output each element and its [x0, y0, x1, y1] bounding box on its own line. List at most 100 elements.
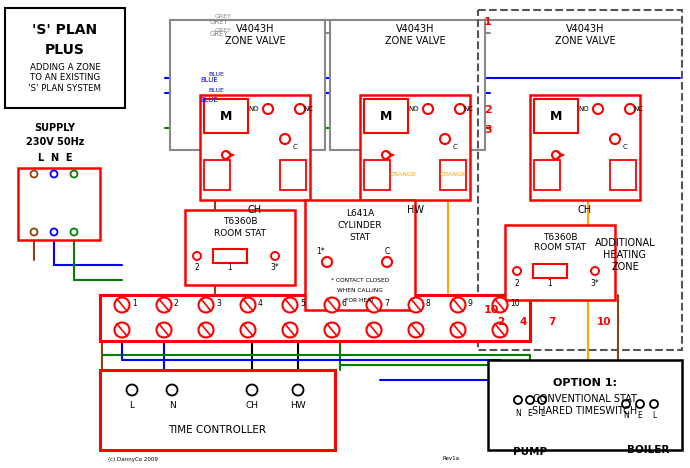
Text: SUPPLY: SUPPLY: [34, 123, 75, 133]
Text: CH: CH: [578, 205, 592, 215]
Bar: [305, 200, 415, 310]
Text: NO: NO: [579, 106, 589, 112]
Text: ADDITIONAL
HEATING
ZONE: ADDITIONAL HEATING ZONE: [595, 238, 656, 271]
Text: CONVENTIONAL STAT
SHARED TIMESWITCH: CONVENTIONAL STAT SHARED TIMESWITCH: [533, 394, 638, 416]
Circle shape: [246, 385, 257, 395]
Circle shape: [610, 134, 620, 144]
Text: 3*: 3*: [270, 263, 279, 272]
Circle shape: [70, 170, 77, 177]
Bar: [488, 360, 682, 450]
Bar: [5, 8, 125, 108]
Circle shape: [282, 298, 297, 313]
Circle shape: [295, 104, 305, 114]
Circle shape: [625, 104, 635, 114]
Text: M: M: [380, 110, 392, 123]
Text: TIME CONTROLLER: TIME CONTROLLER: [168, 425, 266, 435]
Circle shape: [157, 298, 172, 313]
Text: E: E: [638, 411, 642, 421]
Bar: [330, 20, 485, 150]
Circle shape: [538, 396, 546, 404]
Circle shape: [126, 385, 137, 395]
Circle shape: [70, 228, 77, 235]
Text: L641A: L641A: [346, 210, 374, 219]
Text: BLUE: BLUE: [208, 73, 224, 78]
Text: Rev1a: Rev1a: [443, 456, 460, 461]
Bar: [204, 99, 248, 133]
Text: 1: 1: [548, 278, 553, 287]
Circle shape: [423, 104, 433, 114]
Circle shape: [193, 252, 201, 260]
Bar: [610, 160, 636, 190]
Text: V4043H
ZONE VALVE: V4043H ZONE VALVE: [385, 24, 445, 46]
Text: * CONTACT CLOSED: * CONTACT CLOSED: [331, 278, 389, 283]
Text: 10: 10: [484, 305, 500, 315]
Circle shape: [199, 298, 213, 313]
Text: 9: 9: [468, 299, 473, 307]
Circle shape: [157, 322, 172, 337]
Bar: [170, 20, 325, 150]
Text: CYLINDER: CYLINDER: [337, 221, 382, 231]
Text: BLUE: BLUE: [200, 97, 218, 103]
Bar: [534, 160, 560, 190]
Circle shape: [451, 298, 466, 313]
Circle shape: [500, 380, 560, 440]
Text: T6360B: T6360B: [223, 218, 257, 227]
Text: 10: 10: [510, 299, 520, 307]
Text: 8: 8: [426, 299, 431, 307]
Bar: [478, 10, 682, 350]
Text: L: L: [540, 410, 544, 418]
Text: HW: HW: [290, 401, 306, 410]
Text: WHEN CALLING: WHEN CALLING: [337, 287, 383, 292]
Text: 'S' PLAN: 'S' PLAN: [32, 23, 97, 37]
Circle shape: [166, 385, 177, 395]
Circle shape: [591, 267, 599, 275]
Circle shape: [30, 228, 37, 235]
Text: GREY: GREY: [210, 19, 229, 25]
Text: M: M: [220, 110, 233, 123]
Text: C: C: [453, 144, 457, 150]
Circle shape: [526, 396, 534, 404]
Circle shape: [324, 322, 339, 337]
Circle shape: [324, 298, 339, 313]
Text: NC: NC: [633, 106, 643, 112]
Text: N: N: [168, 401, 175, 410]
Text: V4043H
ZONE VALVE: V4043H ZONE VALVE: [225, 24, 285, 46]
Bar: [364, 160, 390, 190]
Text: NO: NO: [408, 106, 420, 112]
Text: 1: 1: [228, 263, 233, 272]
Text: 5: 5: [300, 299, 305, 307]
Text: ORANGE: ORANGE: [390, 173, 417, 177]
Circle shape: [322, 257, 332, 267]
Text: 1: 1: [484, 17, 492, 27]
Bar: [204, 160, 230, 190]
Text: N: N: [623, 411, 629, 421]
Circle shape: [513, 267, 521, 275]
Text: PLUS: PLUS: [45, 43, 85, 57]
Circle shape: [650, 400, 658, 408]
Text: L  N  E: L N E: [38, 153, 72, 163]
Text: 3: 3: [216, 299, 221, 307]
Text: NC: NC: [303, 106, 313, 112]
Text: E: E: [528, 410, 533, 418]
Text: ROOM STAT: ROOM STAT: [534, 243, 586, 253]
Circle shape: [366, 298, 382, 313]
Circle shape: [514, 396, 522, 404]
Text: 3: 3: [484, 125, 491, 135]
Text: ORANGE: ORANGE: [440, 173, 466, 177]
Text: BLUE: BLUE: [208, 88, 224, 93]
Circle shape: [263, 104, 273, 114]
Text: NC: NC: [463, 106, 473, 112]
Text: 7: 7: [548, 317, 555, 327]
Bar: [18, 168, 100, 240]
Text: 2: 2: [174, 299, 179, 307]
Bar: [100, 370, 335, 450]
Text: 2: 2: [497, 317, 504, 327]
Text: 230V 50Hz: 230V 50Hz: [26, 137, 84, 147]
Text: 1: 1: [132, 299, 137, 307]
Text: NO: NO: [248, 106, 259, 112]
Text: 10: 10: [597, 317, 611, 327]
Circle shape: [440, 134, 450, 144]
Text: BOILER: BOILER: [627, 445, 669, 455]
Circle shape: [455, 104, 465, 114]
Text: 2: 2: [484, 105, 492, 115]
